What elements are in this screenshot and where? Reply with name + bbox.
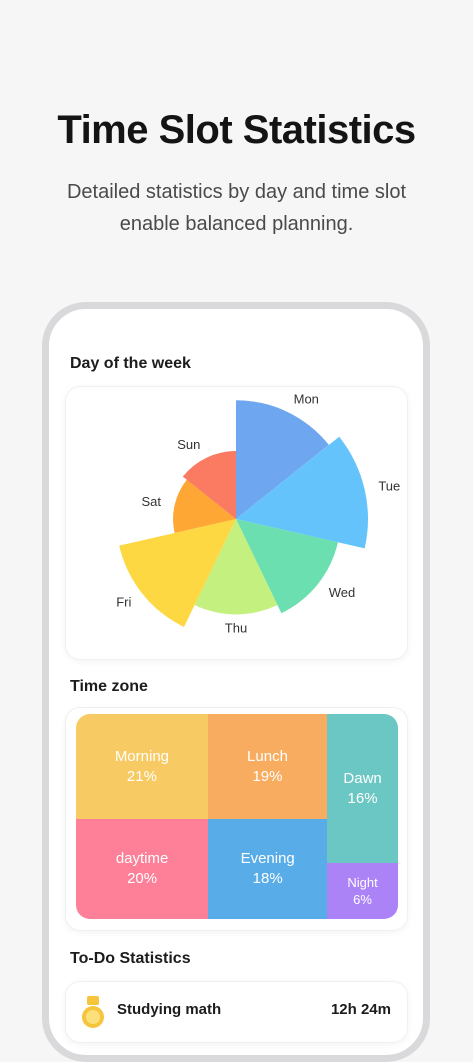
- polar-slice-wed: [236, 519, 338, 614]
- day-of-week-polar-chart: Mon Tue Wed Thu Fri Sat Sun: [116, 391, 400, 635]
- time-zone-title: Time zone: [70, 678, 148, 695]
- treemap-label-daytime: daytime: [115, 850, 169, 868]
- day-of-week-title: Day of the week: [70, 355, 191, 372]
- time-zone-card: Morning 21% Lunch 19% Dawn 16% daytime 20% Eveni…: [66, 708, 407, 930]
- polar-label-thu: Thu: [225, 620, 247, 635]
- treemap-value-daytime: 20%: [127, 870, 158, 888]
- polar-slice-tue: [236, 436, 368, 549]
- polar-label-tue: Tue: [378, 479, 400, 494]
- treemap-value-evening: 18%: [252, 870, 283, 888]
- polar-label-sun: Sun: [177, 437, 200, 452]
- polar-label-wed: Wed: [329, 585, 356, 600]
- hero-subtitle-line-1: Detailed statistics by day and time slot: [66, 181, 407, 203]
- todo-statistics-title: To-Do Statistics: [70, 950, 191, 967]
- treemap-cell-morning: Morning 21%: [76, 714, 208, 820]
- polar-label-mon: Mon: [294, 391, 319, 406]
- treemap-cell-night: Night 6%: [327, 863, 398, 919]
- treemap-cell-evening: Evening 18%: [208, 819, 328, 919]
- polar-slice-sun: [182, 450, 236, 519]
- treemap-label-lunch: Lunch: [247, 747, 288, 765]
- hero-subtitle-line-2: enable balanced planning.: [119, 213, 354, 235]
- treemap-value-lunch: 19%: [252, 767, 283, 785]
- hero-title: Time Slot Statistics: [57, 108, 416, 152]
- todo-row[interactable]: Studying math 12h 24m: [66, 982, 407, 1042]
- treemap-label-night: Night: [347, 875, 378, 891]
- treemap-cell-dawn: Dawn 16%: [327, 714, 398, 864]
- todo-time: 12h 24m: [330, 1001, 391, 1018]
- treemap-value-morning: 21%: [126, 767, 157, 785]
- treemap-cell-daytime: daytime 20%: [76, 819, 209, 919]
- polar-slice-mon: [236, 400, 329, 519]
- treemap-value-dawn: 16%: [347, 789, 378, 807]
- treemap-label-evening: Evening: [240, 850, 295, 868]
- treemap-cell-lunch: Lunch 19%: [207, 714, 328, 820]
- todo-name: Studying math: [117, 1001, 222, 1018]
- polar-label-sat: Sat: [141, 494, 161, 509]
- treemap-label-dawn: Dawn: [343, 769, 382, 787]
- time-zone-treemap: Morning 21% Lunch 19% Dawn 16% daytime 20% Eveni…: [76, 714, 398, 919]
- treemap-value-night: 6%: [353, 892, 372, 908]
- treemap-label-morning: Morning: [114, 747, 170, 765]
- hero-subtitle: Detailed statistics by day and time slot…: [0, 176, 473, 240]
- day-of-week-card: Mon Tue Wed Thu Fri Sat Sun: [66, 387, 407, 659]
- medal-icon: [82, 996, 104, 1028]
- polar-slice-thu: [194, 519, 278, 615]
- polar-slice-fri: [119, 519, 236, 627]
- polar-slice-sat: [173, 479, 236, 534]
- polar-label-fri: Fri: [116, 594, 131, 609]
